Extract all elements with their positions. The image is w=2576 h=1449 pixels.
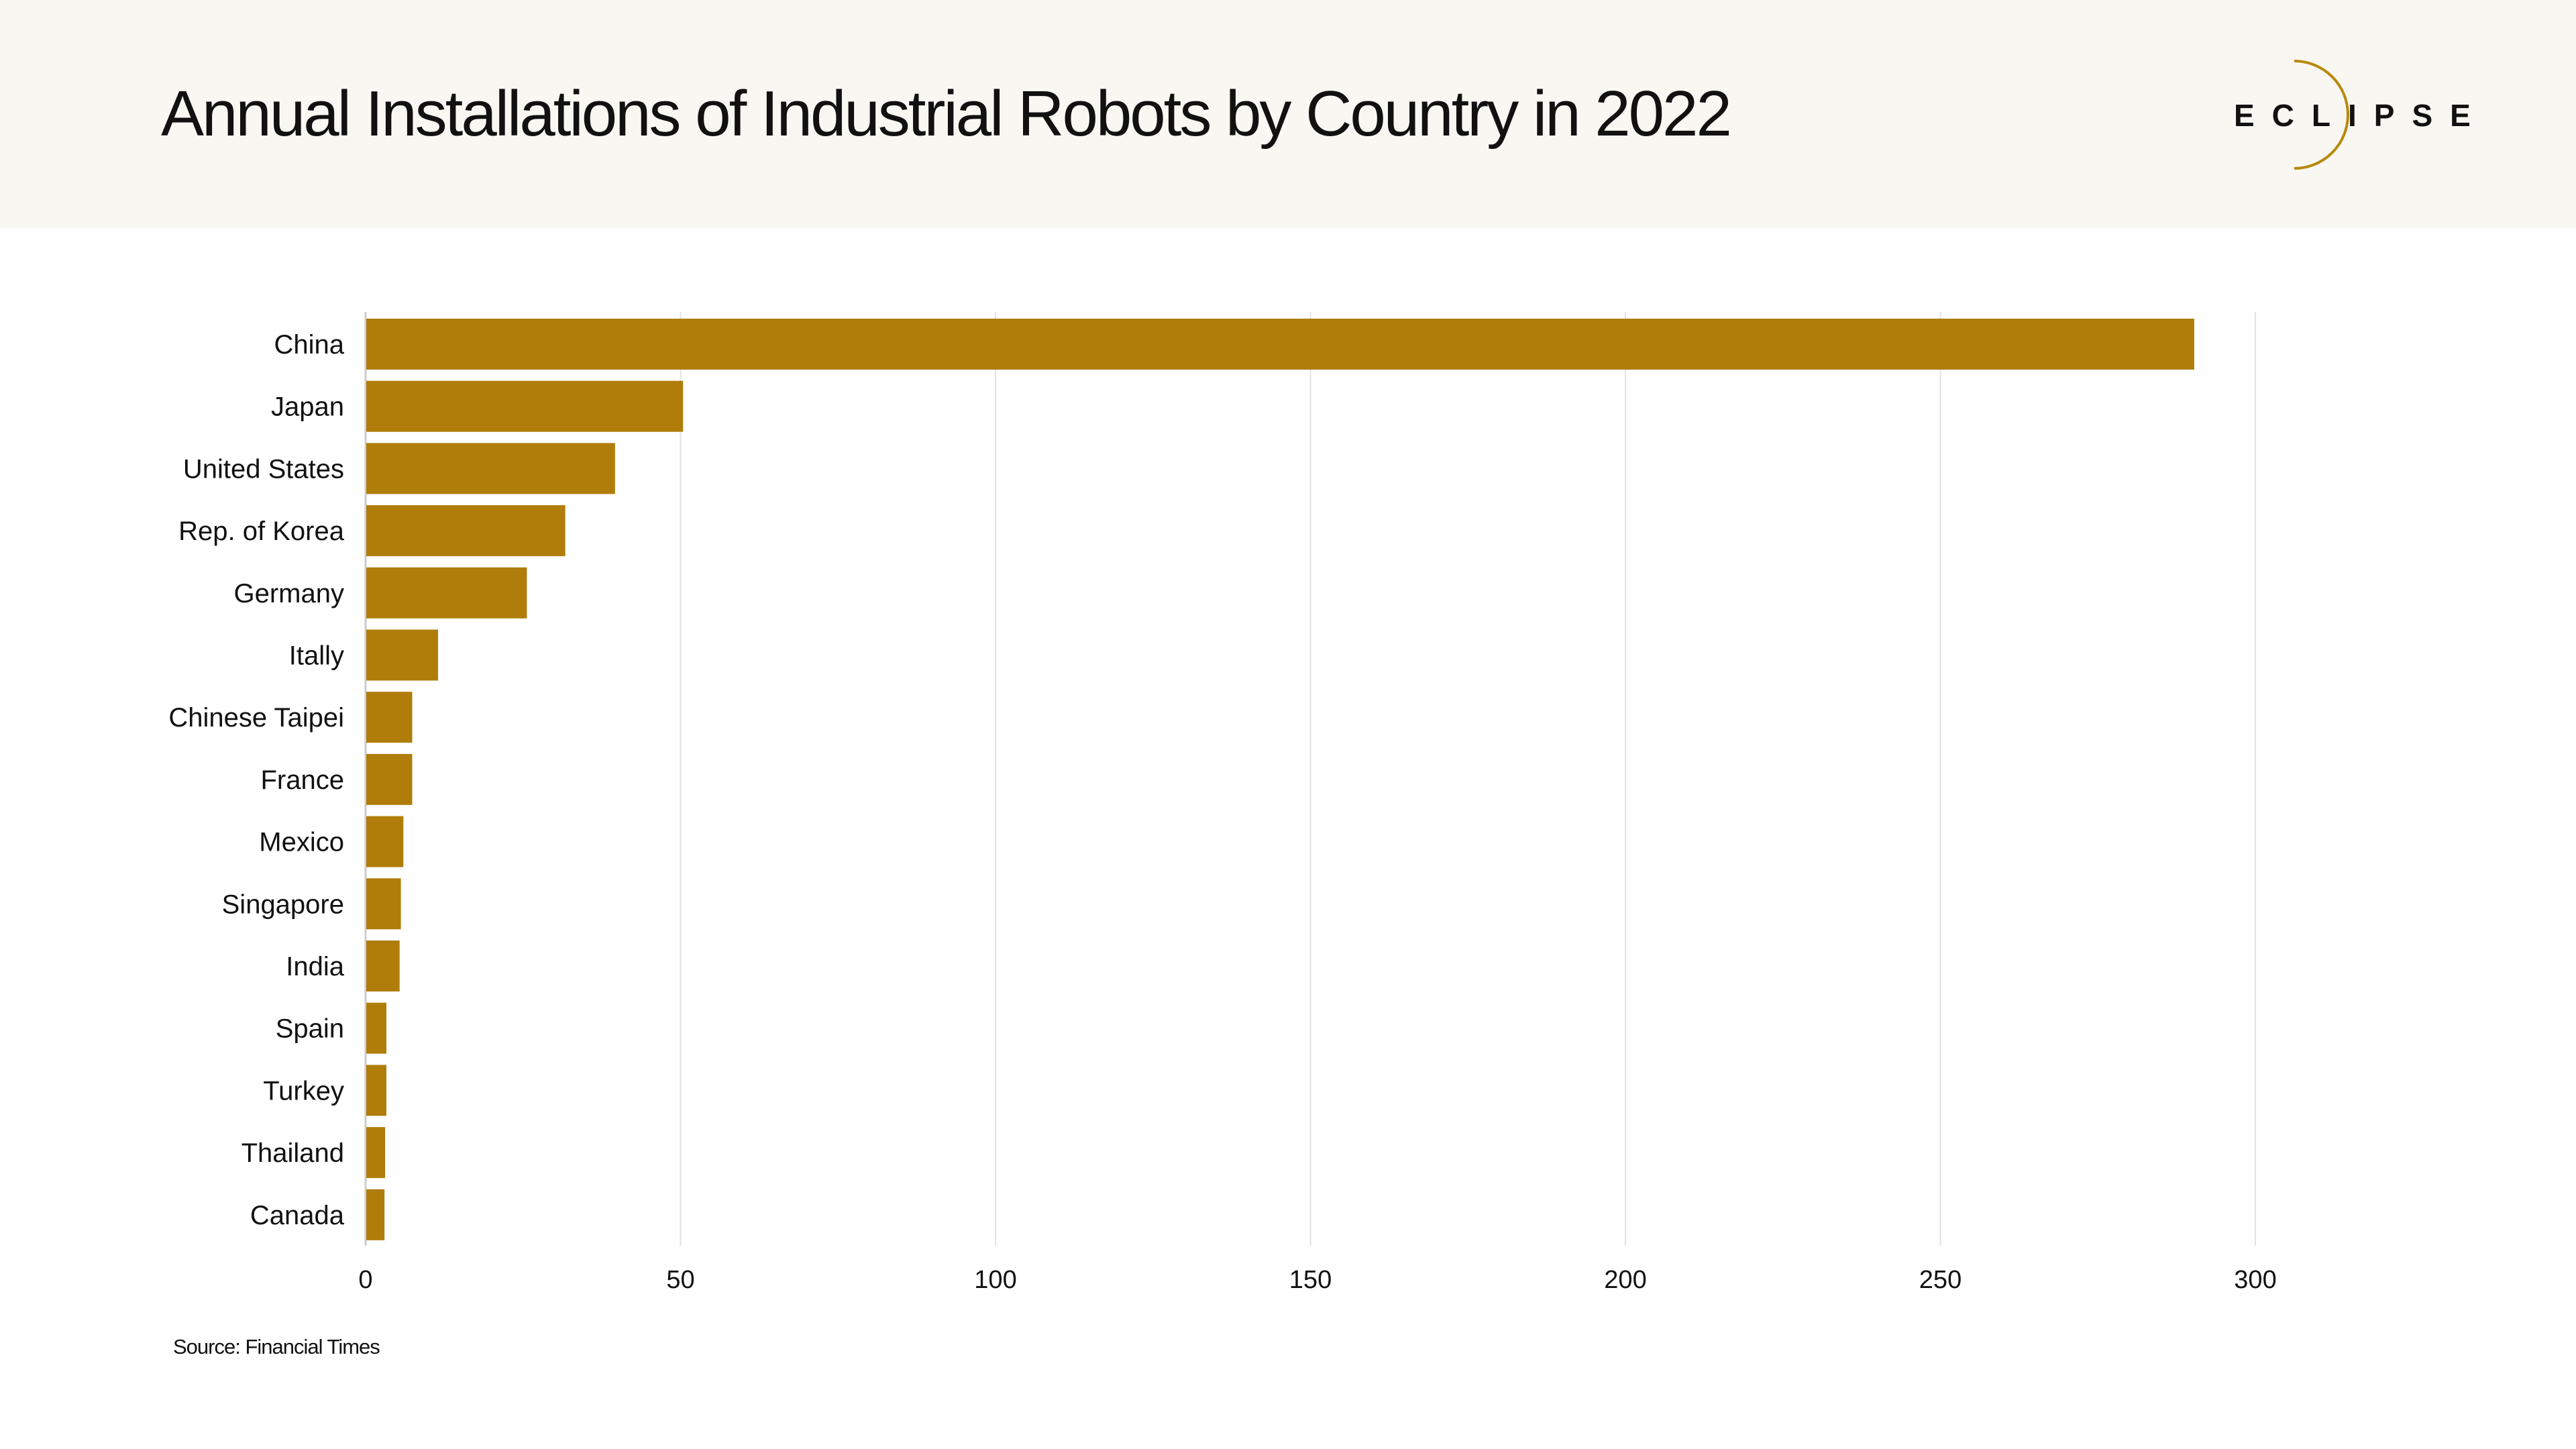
category-label-france: France [261, 765, 345, 795]
category-label-spain: Spain [276, 1014, 344, 1044]
bar-india [366, 941, 400, 991]
header: Annual Installations of Industrial Robot… [0, 0, 2576, 228]
x-tick-label-150: 150 [1289, 1266, 1332, 1294]
category-label-thailand: Thailand [241, 1138, 344, 1168]
category-label-united-states: United States [183, 454, 344, 484]
category-label-itally: Itally [289, 641, 344, 671]
bar-germany [366, 567, 527, 619]
x-tick-label-250: 250 [1919, 1266, 1962, 1294]
bar-singapore [366, 878, 401, 930]
bar-itally [366, 629, 438, 681]
category-label-japan: Japan [271, 392, 344, 422]
category-label-mexico: Mexico [259, 828, 344, 857]
category-label-china: China [274, 330, 344, 360]
category-label-rep-of-korea: Rep. of Korea [178, 517, 345, 546]
bar-turkey [366, 1065, 386, 1116]
chart-title: Annual Installations of Industrial Robot… [161, 78, 1732, 150]
bar-rep-of-korea [366, 505, 566, 557]
bar-united-states [366, 443, 615, 494]
category-label-chinese-taipei: Chinese Taipei [168, 703, 344, 733]
x-tick-label-50: 50 [666, 1266, 694, 1294]
category-label-singapore: Singapore [222, 890, 344, 919]
bar-chinese-taipei [366, 692, 413, 743]
source-note: Source: Financial Times [173, 1335, 380, 1358]
logo-text: ECLIPSE [2234, 98, 2488, 133]
bar-japan [366, 380, 684, 432]
category-label-india: India [286, 952, 344, 981]
bar-china [366, 319, 2194, 370]
eclipse-logo: ECLIPSE [2207, 57, 2488, 171]
category-label-turkey: Turkey [263, 1076, 344, 1106]
x-tick-label-300: 300 [2234, 1266, 2276, 1294]
bar-mexico [366, 816, 404, 867]
x-tick-label-0: 0 [358, 1266, 372, 1294]
bar-spain [366, 1002, 386, 1054]
bar-france [366, 753, 413, 805]
bar-chart: 0 50 100 150 200 250 300 China Japan United State… [168, 312, 2277, 1294]
x-tick-label-100: 100 [974, 1266, 1016, 1294]
category-label-germany: Germany [234, 579, 345, 608]
bar-canada [366, 1189, 385, 1240]
x-tick-label-200: 200 [1604, 1266, 1646, 1294]
bar-thailand [366, 1127, 386, 1179]
eclipse-arc-icon [2294, 60, 2349, 170]
category-label-canada: Canada [250, 1201, 345, 1230]
